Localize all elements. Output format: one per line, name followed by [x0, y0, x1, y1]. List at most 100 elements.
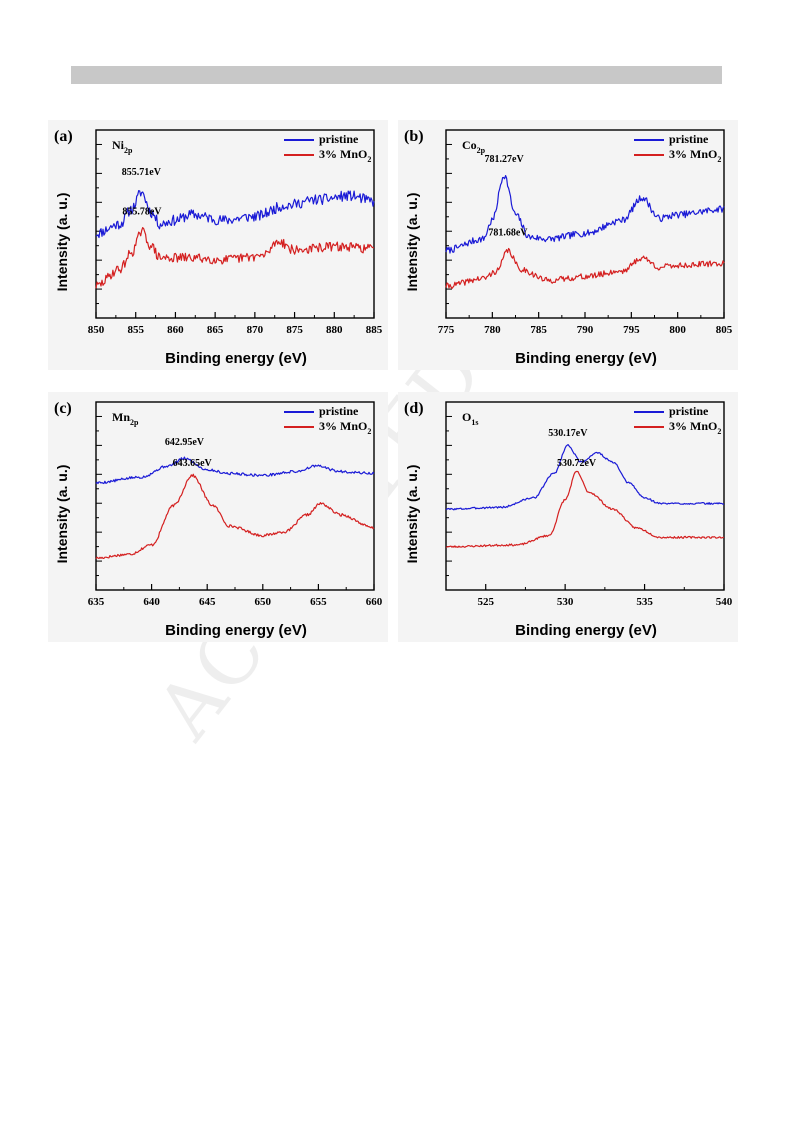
- peak-label: 781.27eV: [485, 154, 525, 165]
- legend-swatch-mno2: [284, 154, 314, 156]
- legend-label: pristine: [319, 132, 358, 147]
- legend-swatch-pristine: [634, 139, 664, 141]
- element-orbital: 2p: [130, 418, 139, 427]
- element-symbol: Co: [462, 138, 477, 152]
- x-tick-label: 660: [366, 596, 383, 608]
- x-axis-label: Binding energy (eV): [515, 350, 657, 367]
- legend-label: pristine: [669, 404, 708, 419]
- panel-letter: (d): [404, 400, 424, 417]
- panel-letter: (a): [54, 128, 73, 145]
- legend-text: 3% MnO: [669, 147, 718, 161]
- x-tick-label: 865: [207, 324, 224, 336]
- y-axis-label: Intensity (a. u.): [404, 464, 420, 564]
- x-tick-label: 850: [88, 324, 105, 336]
- element-label: Mn2p: [112, 410, 139, 427]
- series-line-pristine: [95, 190, 375, 239]
- series-line-mno2: [95, 473, 375, 560]
- plot-area: 850 855 860 865 870 875 880 885 855.71eV 855.78eV: [88, 129, 383, 336]
- legend-text: pristine: [319, 404, 359, 418]
- legend-text: pristine: [669, 404, 709, 418]
- element-orbital: 1s: [471, 418, 479, 427]
- x-tick-label: 870: [247, 324, 264, 336]
- x-tick-label: 640: [143, 596, 160, 608]
- x-tick-label: 800: [669, 324, 686, 336]
- legend-label: pristine: [319, 404, 358, 419]
- xps-chart-ni2p: 850 855 860 865 870 875 880 885 855.71eV 855.78eV…: [48, 120, 388, 370]
- y-axis-label: Intensity (a. u.): [54, 464, 70, 564]
- x-tick-label: 655: [310, 596, 327, 608]
- series-line-mno2: [445, 470, 725, 548]
- panel-letter: (b): [404, 128, 424, 145]
- element-orbital: 2p: [476, 146, 486, 155]
- legend-text: 3% MnO: [669, 419, 718, 433]
- x-tick-label: 875: [286, 324, 303, 336]
- legend-text: pristine: [669, 132, 709, 146]
- header-bar: [71, 66, 722, 84]
- series-line-pristine: [445, 444, 725, 511]
- x-tick-label: 645: [199, 596, 216, 608]
- element-orbital: 2p: [124, 146, 133, 155]
- series-line-mno2: [445, 247, 725, 289]
- peak-label: 530.72eV: [557, 458, 597, 469]
- legend-swatch-mno2: [284, 426, 314, 428]
- element-label: Ni2p: [112, 138, 133, 155]
- element-label: O1s: [462, 410, 479, 427]
- x-tick-label: 790: [577, 324, 594, 336]
- legend-swatch-pristine: [284, 139, 314, 141]
- peak-label: 855.71eV: [122, 167, 162, 178]
- legend-text: 3% MnO: [319, 419, 368, 433]
- peak-label: 530.17eV: [548, 428, 588, 439]
- legend-swatch-mno2: [634, 154, 664, 156]
- element-label: Co2p: [462, 138, 486, 155]
- legend-label: 3% MnO2: [319, 419, 372, 436]
- legend-swatch-pristine: [634, 411, 664, 413]
- x-tick-label: 540: [716, 596, 733, 608]
- xps-chart-mn2p: 635 640 645 650 655 660 642.95eV 643.65eV (c) Mn2…: [48, 392, 388, 642]
- y-axis-label: Intensity (a. u.): [54, 192, 70, 292]
- legend-text: 3% MnO: [319, 147, 368, 161]
- y-axis-label: Intensity (a. u.): [404, 192, 420, 292]
- plot-area: 775 780 785 790 795 800 805 781.27eV 781.68eV: [438, 129, 733, 336]
- element-symbol: Mn: [112, 410, 130, 424]
- legend-label: 3% MnO2: [669, 419, 721, 436]
- xps-chart-o1s: 525 530 535 540 530.17eV 530.72eV (d) O1s pristi…: [398, 392, 738, 642]
- x-tick-label: 635: [88, 596, 105, 608]
- x-tick-label: 650: [255, 596, 272, 608]
- legend-subscript: 2: [367, 155, 372, 164]
- peak-label: 781.68eV: [488, 227, 528, 238]
- peak-label: 855.78eV: [122, 207, 162, 218]
- series-line-mno2: [95, 227, 375, 289]
- x-tick-label: 805: [716, 324, 733, 336]
- x-tick-label: 535: [636, 596, 653, 608]
- axes-frame: [445, 401, 725, 591]
- x-tick-label: 860: [167, 324, 184, 336]
- x-tick-label: 885: [366, 324, 383, 336]
- plot-area: 635 640 645 650 655 660 642.95eV 643.65eV: [88, 401, 383, 608]
- xps-chart-co2p: 775 780 785 790 795 800 805 781.27eV 781.68eV (b)…: [398, 120, 738, 370]
- legend-swatch-mno2: [634, 426, 664, 428]
- element-symbol: O: [462, 410, 472, 424]
- legend-subscript: 2: [717, 155, 722, 164]
- legend-label: pristine: [669, 132, 708, 147]
- x-axis-label: Binding energy (eV): [165, 622, 307, 639]
- x-tick-label: 855: [127, 324, 144, 336]
- legend-swatch-pristine: [284, 411, 314, 413]
- series-line-pristine: [445, 175, 725, 254]
- legend-label: 3% MnO2: [319, 147, 372, 164]
- series-line-pristine: [95, 456, 375, 485]
- element-symbol: Ni: [112, 138, 124, 152]
- x-tick-label: 780: [484, 324, 501, 336]
- x-axis-label: Binding energy (eV): [515, 622, 657, 639]
- x-axis-label: Binding energy (eV): [165, 350, 307, 367]
- x-tick-label: 785: [530, 324, 547, 336]
- plot-area: 525 530 535 540 530.17eV 530.72eV: [445, 401, 733, 608]
- panel-letter: (c): [54, 400, 72, 417]
- peak-label: 643.65eV: [173, 458, 213, 469]
- peak-label: 642.95eV: [165, 437, 205, 448]
- legend-text: pristine: [319, 132, 359, 146]
- legend-label: 3% MnO2: [669, 147, 722, 164]
- x-tick-label: 530: [557, 596, 574, 608]
- x-tick-label: 525: [477, 596, 494, 608]
- legend-subscript: 2: [367, 427, 372, 436]
- x-tick-label: 880: [326, 324, 343, 336]
